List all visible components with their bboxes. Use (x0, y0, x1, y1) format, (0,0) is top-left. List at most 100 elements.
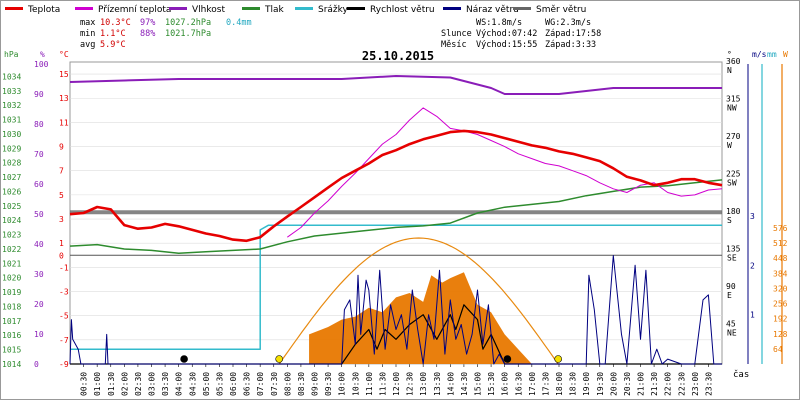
dir-name-label: S (727, 216, 732, 225)
x-tick-label: 17:00 (528, 372, 537, 396)
x-tick-label: 19:30 (596, 372, 605, 396)
event-marker (554, 355, 562, 363)
pct-tick-label: 70 (34, 150, 44, 159)
hpa-tick-label: 1033 (2, 87, 21, 96)
x-tick-label: 22:30 (677, 372, 686, 396)
x-tick-label: 00:30 (80, 372, 89, 396)
x-tick-label: 13:30 (433, 372, 442, 396)
info-mesic-zapad: Západ:3:33 (545, 40, 596, 50)
legend-swatch-pocit (75, 7, 93, 10)
x-tick-label: 23:30 (704, 372, 713, 396)
hpa-tick-label: 1019 (2, 288, 21, 297)
stat-min-hum: 88% (140, 29, 155, 39)
legend-swatch-srazky (295, 7, 313, 10)
temp-tick-label: 3 (59, 215, 64, 224)
dir-tick-label: 360 (726, 57, 741, 66)
x-tick-label: 04:00 (175, 372, 184, 396)
hpa-tick-label: 1025 (2, 202, 21, 211)
dir-tick-label: 135 (726, 245, 741, 254)
hpa-tick-label: 1021 (2, 259, 21, 268)
temp-tick-label: 15 (59, 70, 69, 79)
legend-item-rychlost: Rychlost větru (347, 5, 435, 15)
x-tick-label: 20:30 (623, 372, 632, 396)
mm-tick-label: 320 (773, 284, 788, 293)
pct-tick-label: 0 (34, 360, 39, 369)
x-tick-label: 18:30 (569, 372, 578, 396)
axis-label-dir: ° (727, 50, 732, 59)
x-tick-label: 09:30 (324, 372, 333, 396)
x-tick-label: 18:00 (555, 372, 564, 396)
x-tick-label: 03:00 (148, 372, 157, 396)
pct-tick-label: 50 (34, 210, 44, 219)
temp-tick-label: 9 (59, 143, 64, 152)
temp-tick-label: 5 (59, 191, 64, 200)
mm-tick-label: 576 (773, 224, 788, 233)
dir-name-label: NE (727, 329, 737, 338)
series-line-teplota (69, 129, 723, 243)
legend-swatch-smer (513, 7, 531, 10)
legend-item-srazky: Srážky (295, 5, 349, 15)
series-line-vlhkost (69, 75, 722, 95)
x-tick-label: 15:00 (474, 372, 483, 396)
x-tick-label: 08:30 (297, 372, 306, 396)
pct-tick-label: 20 (34, 300, 44, 309)
stat-min-label: min (80, 29, 95, 39)
hpa-tick-label: 1020 (2, 274, 21, 283)
x-tick-label: 01:00 (93, 372, 102, 396)
x-tick-label: 12:00 (392, 372, 401, 396)
stat-max-label: max (80, 18, 95, 28)
hpa-tick-label: 1018 (2, 302, 21, 311)
legend-swatch-tlak (242, 7, 260, 10)
temp-tick-label: -1 (59, 263, 69, 272)
x-tick-label: 07:30 (270, 372, 279, 396)
mm-tick-label: 448 (773, 254, 788, 263)
x-tick-label: 09:00 (311, 372, 320, 396)
axis-label-mm: mm (767, 50, 777, 59)
info-mesic-vychod: Východ:15:55 (476, 40, 537, 50)
x-axis-label: čas (733, 369, 749, 380)
hpa-tick-label: 1017 (2, 317, 21, 326)
series-line-naraz (69, 255, 722, 365)
temp-tick-label: -7 (59, 336, 69, 345)
legend: Teplota Přízemní teplota Vlhkost Tlak Srážky… (5, 5, 586, 15)
hpa-tick-label: 1032 (2, 101, 21, 110)
stat-avg-label: avg (80, 40, 95, 50)
x-tick-label: 05:30 (215, 372, 224, 396)
legend-label-teplota: Teplota (27, 5, 60, 15)
legend-item-tlak: Tlak (242, 5, 285, 15)
axis-label-hpa: hPa (4, 50, 19, 59)
dir-tick-label: 90 (726, 282, 736, 291)
hpa-tick-label: 1024 (2, 216, 21, 225)
dir-name-label: N (727, 66, 732, 75)
dir-name-label: SE (727, 254, 737, 263)
x-tick-label: 21:00 (637, 372, 646, 396)
temp-tick-label: 13 (59, 94, 69, 103)
temp-tick-label: 7 (59, 167, 64, 176)
dir-tick-label: 225 (726, 170, 741, 179)
stat-max-press: 1027.2hPa (165, 18, 211, 28)
x-tick-label: 11:00 (365, 372, 374, 396)
temp-tick-label: 11 (59, 118, 69, 127)
pct-tick-label: 90 (34, 90, 44, 99)
series-line-rychlost (70, 304, 722, 365)
x-tick-label: 19:00 (582, 372, 591, 396)
legend-swatch-rychlost (347, 7, 365, 10)
info-slunce-vychod: Východ:07:42 (476, 29, 537, 39)
hpa-tick-label: 1029 (2, 144, 21, 153)
x-tick-label: 10:30 (351, 372, 360, 396)
info-slunce: Slunce (441, 29, 472, 39)
legend-item-teplota: Teplota (5, 5, 60, 15)
stat-max-hum: 97% (140, 18, 155, 28)
x-tick-label: 16:00 (501, 372, 510, 396)
x-tick-label: 06:30 (243, 372, 252, 396)
dir-name-label: E (727, 291, 732, 300)
stat-avg-temp: 5.9°C (100, 40, 126, 50)
pct-tick-label: 100 (34, 60, 49, 69)
x-tick-label: 17:30 (541, 372, 550, 396)
pct-tick-label: 80 (34, 120, 44, 129)
dir-tick-label: 315 (726, 95, 741, 104)
temp-tick-label: -5 (59, 312, 69, 321)
temp-tick-label: 0 (59, 251, 64, 260)
ms-tick-label: 2 (750, 261, 755, 270)
